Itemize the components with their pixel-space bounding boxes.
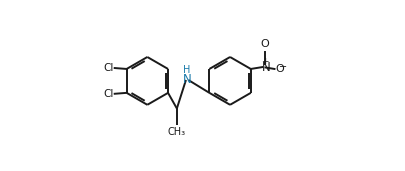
Text: −: − xyxy=(279,62,287,73)
Text: H: H xyxy=(183,65,191,75)
Text: Cl: Cl xyxy=(104,89,114,99)
Text: O: O xyxy=(276,64,285,74)
Text: Cl: Cl xyxy=(104,63,114,73)
Text: +: + xyxy=(262,57,269,67)
Text: N: N xyxy=(183,73,192,86)
Text: O: O xyxy=(260,39,269,49)
Text: N: N xyxy=(262,61,271,74)
Text: CH₃: CH₃ xyxy=(168,127,186,137)
